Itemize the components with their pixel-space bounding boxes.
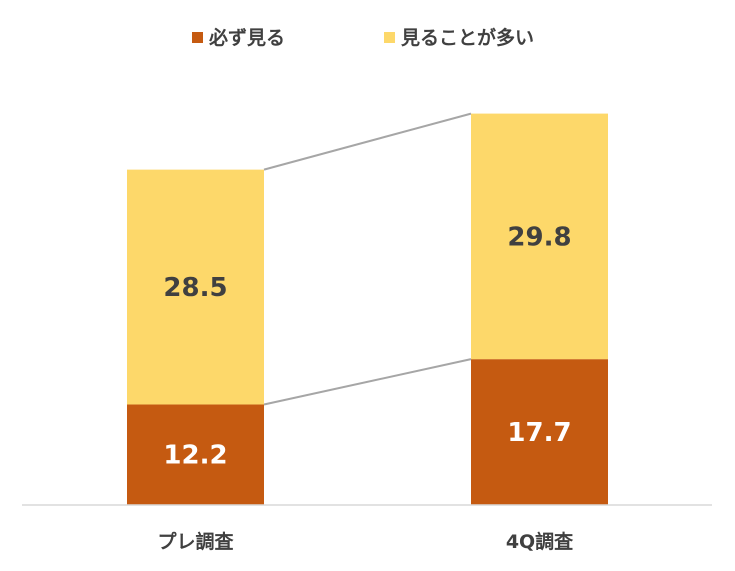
category-label: プレ調査	[157, 530, 234, 553]
legend-swatch	[192, 32, 203, 43]
value-labels: 12.2 28.5 17.7 29.8	[163, 222, 571, 470]
data-label: 28.5	[163, 273, 227, 303]
bars	[127, 113, 608, 505]
bar-often-0	[127, 169, 264, 405]
bar-often-1	[471, 113, 608, 360]
series-line	[263, 358, 472, 406]
series-lines	[263, 112, 472, 406]
bar-always-0	[127, 404, 264, 505]
legend-label: 必ず見る	[208, 26, 285, 49]
category-labels: プレ調査 4Q調査	[157, 530, 574, 553]
category-label: 4Q調査	[506, 530, 574, 553]
legend-swatch	[384, 32, 395, 43]
data-label: 12.2	[163, 441, 227, 471]
legend-label: 見ることが多い	[401, 26, 534, 49]
legend: 必ず見る 見ることが多い	[192, 26, 534, 49]
data-label: 29.8	[507, 222, 571, 252]
bar-always-1	[471, 359, 608, 505]
series-line	[263, 112, 472, 171]
data-label: 17.7	[507, 418, 571, 448]
